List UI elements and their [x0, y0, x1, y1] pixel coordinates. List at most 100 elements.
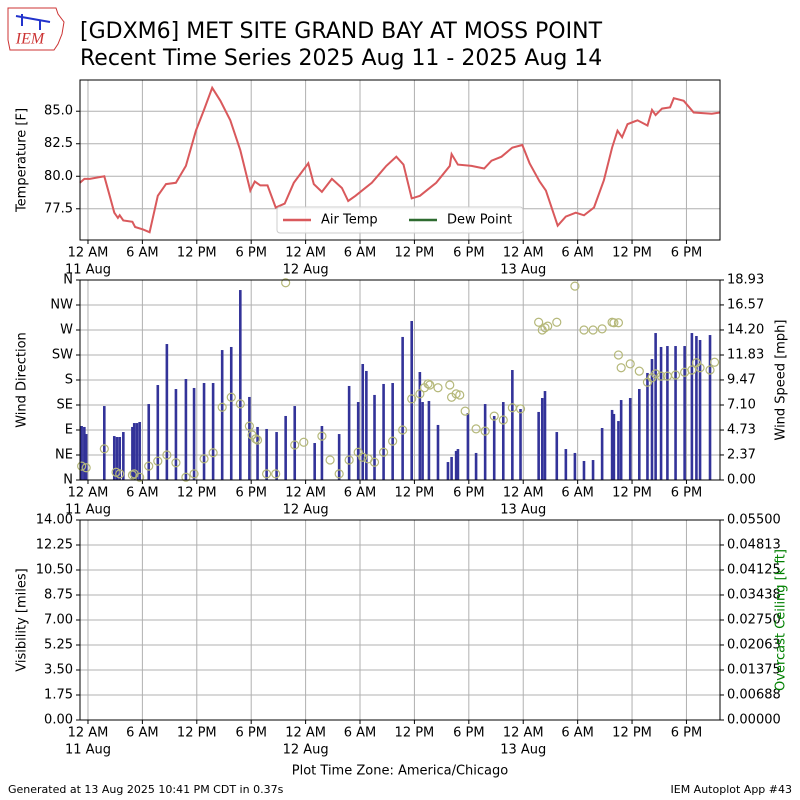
bar	[492, 415, 496, 480]
y2-tick-label: 11.83	[727, 348, 764, 363]
bar	[698, 340, 702, 480]
x-tick-label: 6 PM	[453, 726, 484, 741]
point	[189, 469, 199, 479]
bar	[122, 432, 125, 480]
x-date-label: 13 Aug	[500, 263, 546, 278]
y-tick-label: 14.00	[36, 513, 73, 528]
x-tick-label: 6 AM	[126, 726, 159, 741]
y-tick-label: N	[63, 273, 73, 288]
y2-tick-label: 2.37	[727, 447, 756, 462]
bar	[174, 389, 178, 480]
y-tick-label: 10.50	[36, 563, 73, 578]
bar	[501, 402, 505, 480]
x-tick-label: 12 PM	[177, 246, 217, 261]
y2-tick-label: 0.02063	[727, 637, 781, 652]
bar	[617, 421, 620, 480]
y-tick-label: 0.00	[44, 713, 73, 728]
y2-tick-label: 0.00688	[727, 687, 781, 702]
point	[325, 455, 335, 465]
x-date-label: 12 Aug	[283, 503, 329, 518]
bar	[540, 398, 544, 480]
y2-tick-label: 4.73	[727, 423, 756, 438]
bar	[211, 383, 215, 480]
legend-label: Dew Point	[447, 213, 512, 228]
x-tick-label: 12 PM	[612, 726, 652, 741]
x-tick-label: 12 AM	[68, 486, 109, 501]
point	[515, 404, 526, 414]
bar	[543, 391, 547, 480]
y-tick-label: 82.5	[44, 136, 73, 151]
point	[317, 431, 327, 441]
point	[299, 437, 309, 447]
footer-left: Generated at 13 Aug 2025 10:41 PM CDT in…	[8, 783, 284, 796]
legend-box	[276, 206, 524, 234]
bar	[135, 423, 139, 480]
bar	[313, 443, 316, 480]
point	[656, 371, 666, 381]
point	[579, 325, 589, 335]
bar	[421, 402, 424, 480]
point	[378, 447, 389, 457]
bar	[184, 378, 188, 480]
point	[99, 444, 109, 454]
point	[613, 350, 624, 360]
bar	[637, 389, 641, 480]
bar	[373, 394, 376, 480]
point	[369, 457, 380, 467]
bar	[147, 404, 151, 480]
y-tick-label: NW	[50, 298, 73, 313]
x-tick-label: 12 PM	[395, 726, 435, 741]
bar	[600, 428, 604, 480]
point	[144, 461, 154, 471]
x-tick-label: 12 AM	[285, 726, 326, 741]
bar	[537, 411, 540, 480]
x-tick-label: 6 PM	[235, 726, 266, 741]
x-tick-label: 6 PM	[671, 726, 702, 741]
point	[290, 440, 300, 450]
point	[407, 394, 417, 404]
bar	[138, 421, 141, 480]
x-tick-label: 6 AM	[126, 246, 159, 261]
y-tick-label: 3.50	[44, 663, 73, 678]
x-date-label: 12 Aug	[283, 743, 329, 758]
y-tick-label: W	[60, 323, 73, 338]
y2-tick-label: 9.47	[727, 372, 756, 387]
x-tick-label: 12 PM	[395, 246, 435, 261]
y-tick-label: 7.00	[44, 613, 73, 628]
bar	[220, 350, 224, 480]
bar	[192, 387, 196, 480]
bar	[347, 385, 351, 480]
point	[81, 463, 91, 473]
point	[433, 383, 443, 393]
point	[597, 324, 607, 334]
y-tick-label: N	[63, 473, 73, 488]
y2-tick-label: 0.04813	[727, 537, 781, 552]
bar	[356, 402, 360, 480]
y-axis-label: Wind Direction	[15, 332, 30, 428]
bar	[275, 432, 278, 480]
bar	[511, 370, 514, 480]
bar	[284, 415, 287, 480]
bar	[674, 346, 677, 480]
y-tick-label: S	[65, 373, 73, 388]
bar	[708, 335, 712, 480]
bar	[483, 404, 487, 480]
series-line	[79, 85, 721, 234]
x-date-label: 13 Aug	[500, 743, 546, 758]
bar	[519, 409, 522, 480]
x-tick-label: 6 PM	[671, 246, 702, 261]
y2-tick-label: 7.10	[727, 397, 756, 412]
bar	[401, 336, 404, 480]
point	[625, 359, 635, 369]
x-tick-label: 6 AM	[126, 486, 159, 501]
bar	[103, 406, 106, 480]
point	[281, 278, 291, 288]
point	[398, 425, 408, 435]
bar	[115, 436, 119, 480]
y2-tick-label: 0.02750	[727, 613, 781, 628]
point	[226, 392, 236, 402]
point	[358, 452, 368, 462]
y-axis-label: Visibility [miles]	[15, 568, 30, 671]
x-tick-label: 12 AM	[68, 726, 109, 741]
